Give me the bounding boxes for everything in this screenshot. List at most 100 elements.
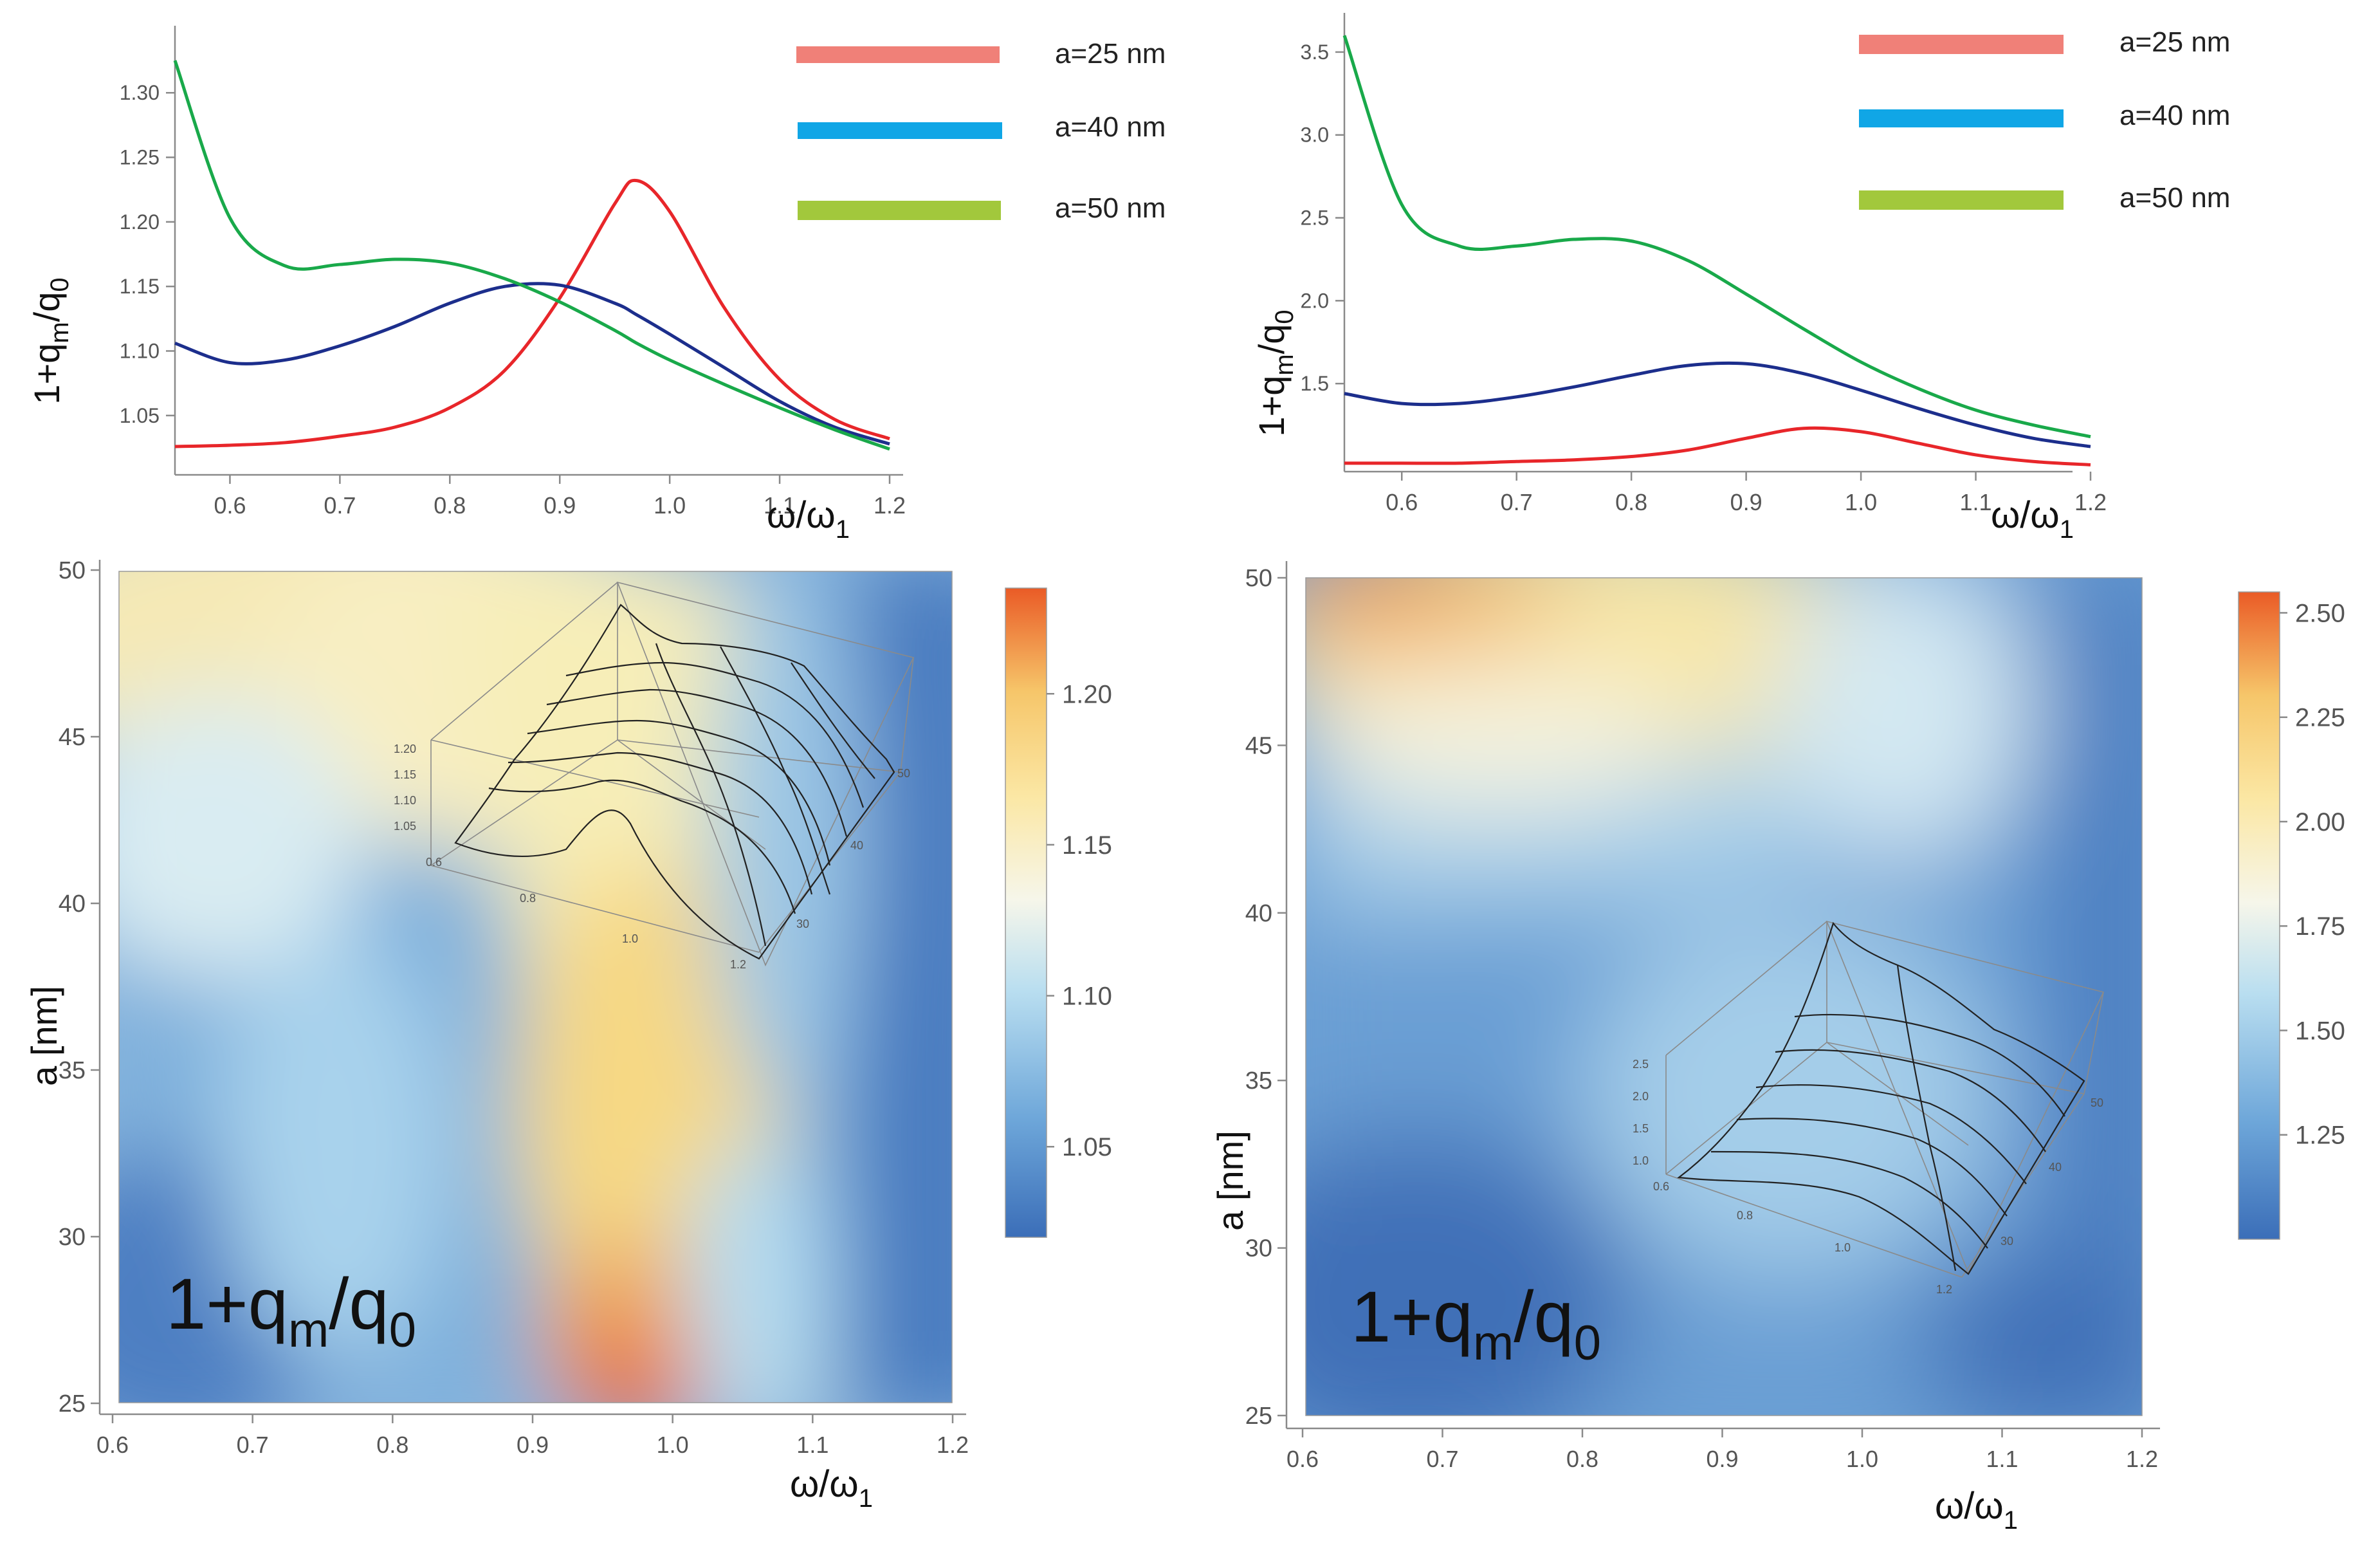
ylabel-sub2: 0 [46,277,74,291]
svg-text:1+qm/q0: 1+qm/q0 [26,277,74,404]
x-tick-label: 1.1 [1960,489,1992,515]
surface-curve [1794,1013,2065,1117]
xlabel-main: ω/ω [1991,494,2060,536]
inset-a-tick: 30 [2000,1235,2013,1248]
y-axis-label: 1+qm/q0 [26,277,74,404]
inset-a-tick: 40 [850,839,863,852]
inset-box-edge [430,739,618,866]
colorbar-tick-label: 1.15 [1062,831,1112,860]
xlabel-main: ω/ω [790,1463,859,1505]
xlabel-main: ω/ω [767,494,836,536]
x-axis-label: ω/ω1 [790,1463,873,1513]
annotation-main2: /q [329,1264,389,1344]
inset-box-top [616,581,915,967]
inset-z-tick: 1.10 [394,794,416,807]
y-axis-label: 1+qm/q0 [1251,309,1299,436]
xlabel-sub: 1 [2060,515,2074,544]
surface-curve [527,719,831,866]
x-tick-label: 1.0 [1846,1446,1878,1472]
xlabel-sub: 1 [859,1484,873,1513]
legend: a=25 nm a=40 nm a=50 nm [1859,26,2230,214]
inset-x-tick: 1.0 [1835,1241,1851,1254]
tick-group: 0.6 0.7 0.8 0.9 1.0 1.1 1.2 25 30 35 40 45 50 [59,557,969,1458]
ylabel-sub: m [46,322,74,343]
inset-a-tick: 40 [2049,1161,2062,1174]
x-axis-label: ω/ω1 [1991,494,2074,544]
y-tick-label: 1.05 [120,404,160,427]
y-tick-label: 30 [1245,1235,1272,1262]
surface-curve [1775,1049,2046,1152]
surface-curve [508,752,813,895]
surface-curve [720,646,831,895]
inset-x-tick: 1.2 [1936,1283,1952,1296]
bottom-left-heatmap: 0.6 0.7 0.8 0.9 1.0 1.1 1.2 25 30 35 40 45 50 a [nm]… [24,557,1112,1513]
tick-group: 0.6 0.7 0.8 0.9 1.0 1.1 1.2 1.5 2.0 2.5 3.0 3.5 [1301,41,2107,515]
legend-label-red: a=25 nm [1055,38,1166,69]
x-tick-label: 0.8 [1615,489,1647,515]
x-tick-label: 0.7 [1426,1446,1458,1472]
inset-box-edge [1665,1174,1963,1278]
surface-curve [1896,964,1957,1271]
top-right-line-chart: 0.6 0.7 0.8 0.9 1.0 1.1 1.2 1.5 2.0 2.5 3.0 3.5 1+q… [1251,13,2230,544]
legend: a=25 nm a=40 nm a=50 nm [796,38,1166,224]
y-tick-label: 1.30 [120,81,160,104]
colorbar-tick-label: 1.05 [1062,1133,1112,1161]
svg-text:1+qm/q0: 1+qm/q0 [1251,309,1299,436]
colorbar-tick-label: 2.25 [2295,704,2345,732]
x-tick-label: 1.0 [1845,489,1877,515]
x-tick-label: 0.7 [324,492,356,519]
colorbar-tick-label: 1.50 [2295,1017,2345,1045]
surface-curve [546,688,848,837]
x-tick-label: 1.0 [654,492,686,519]
x-tick-label: 0.8 [376,1432,408,1458]
x-tick-label: 0.6 [1286,1446,1319,1472]
y-tick-label: 3.5 [1301,41,1329,64]
surface-curve [1736,1118,2008,1217]
inset-z-tick: 1.5 [1633,1122,1649,1135]
annotation-main2: /q [1514,1277,1573,1357]
inset-x-tick: 1.0 [622,932,638,945]
surface-curve [655,643,767,946]
x-tick-label: 1.2 [2074,489,2107,515]
inset-a-tick: 30 [796,918,809,930]
inset-x-tick: 1.2 [730,958,746,971]
x-tick-label: 1.2 [937,1432,969,1458]
legend-label-green: a=50 nm [1055,192,1166,224]
y-tick-label: 25 [1245,1403,1272,1430]
heatmap-annotation: 1+qm/q0 [1351,1277,1601,1370]
colorbar-ticks: 1.25 1.50 1.75 2.00 2.25 2.50 [2280,599,2345,1150]
x-tick-label: 1.1 [764,492,796,519]
x-tick-label: 0.9 [1730,489,1762,515]
inset-box-edge [430,582,618,741]
x-tick-label: 1.0 [657,1432,689,1458]
ylabel-main: 1+q [26,344,67,405]
inset-z-tick: 1.0 [1633,1154,1649,1167]
x-tick-label: 1.2 [2126,1446,2158,1472]
annotation-sub: m [1473,1316,1514,1370]
ylabel-main2: /q [26,292,67,322]
x-tick-label: 0.9 [517,1432,549,1458]
ylabel-sub: m [1270,354,1299,375]
legend-label-green: a=50 nm [2119,182,2230,214]
y-tick-label: 30 [59,1224,86,1251]
series-group [1342,35,2091,466]
x-tick-label: 1.1 [796,1432,828,1458]
y-tick-label: 40 [1245,900,1272,927]
series-group [173,60,890,451]
inset-x-tick: 0.6 [1653,1180,1669,1193]
y-tick-label: 1.5 [1301,372,1329,395]
x-tick-label: 0.6 [1386,489,1418,515]
x-tick-label: 0.8 [1566,1446,1598,1472]
annotation-main: 1+q [166,1264,288,1344]
colorbar [1005,587,1047,1238]
tick-group: 0.6 0.7 0.8 0.9 1.0 1.1 1.2 1.05 1.10 1.15 1.20 1.2… [120,81,906,519]
ylabel-main: 1+q [1251,376,1292,437]
colorbar-tick-label: 1.20 [1062,680,1112,708]
colorbar [2238,591,2280,1240]
inset-z-tick: 2.0 [1633,1090,1649,1103]
legend-swatch-blue [798,122,1002,139]
series-line-a-40-nm [174,282,890,446]
inset-box-edge [430,739,760,818]
y-tick-label: 1.25 [120,146,160,169]
inset-x-tick: 0.6 [426,856,442,869]
